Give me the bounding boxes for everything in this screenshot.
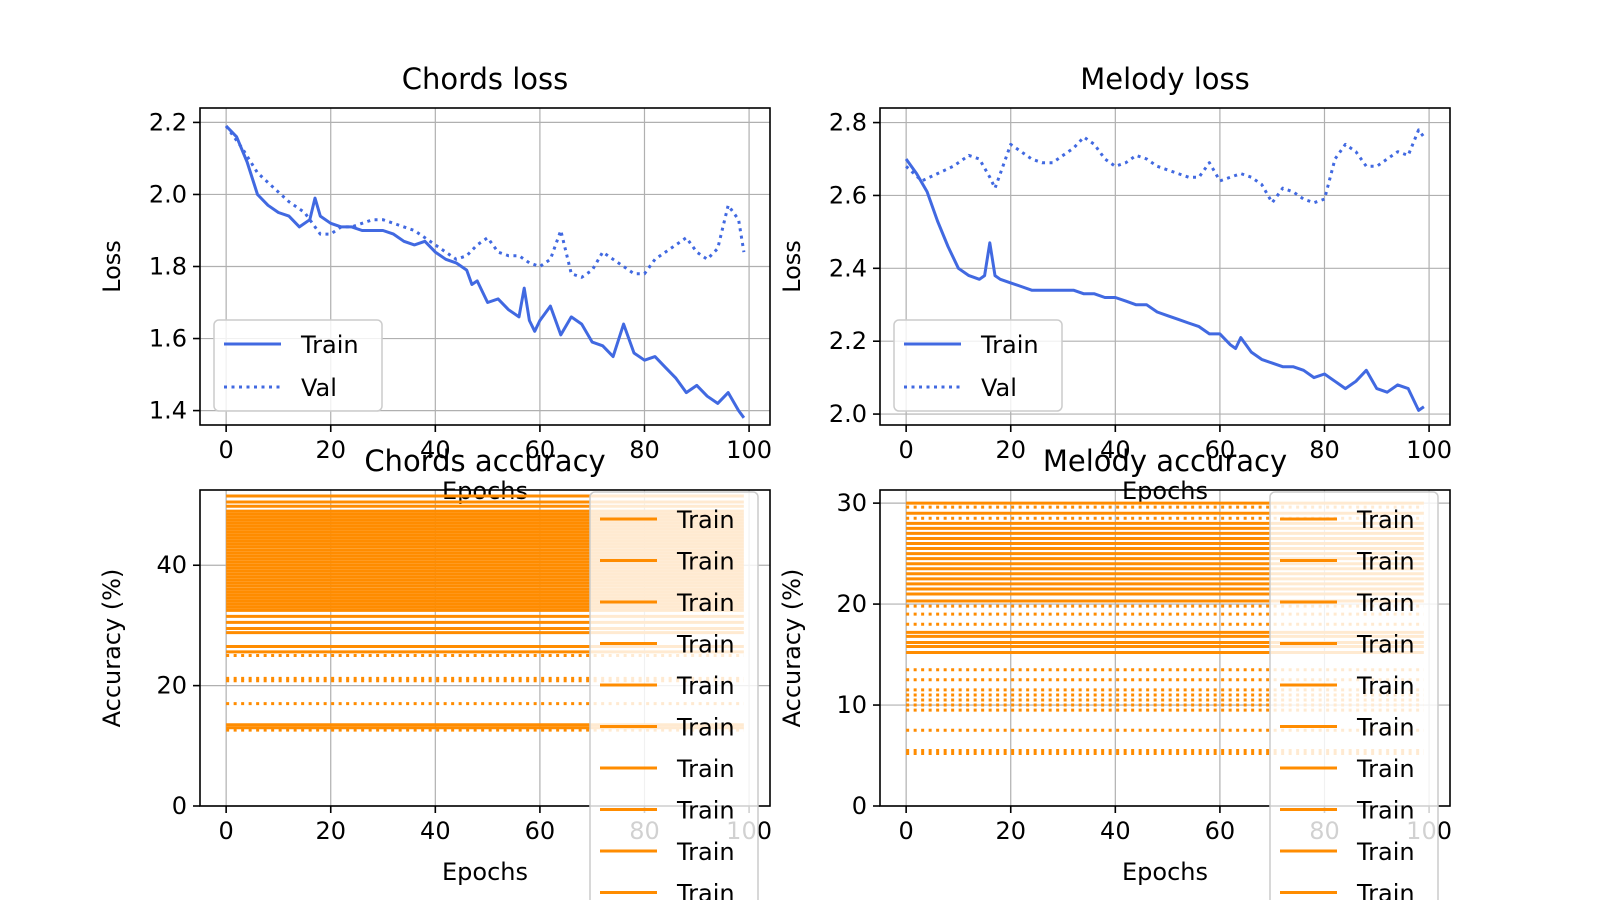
y-axis-label: Accuracy (%): [778, 569, 806, 728]
legend-box: [589, 491, 759, 900]
axes-frame: [879, 107, 1451, 426]
legend: Train Val: [893, 319, 1063, 412]
chart-panel-1: 0 20 40 60 80 100 1.4 1.6 1.8 2.0 2.2 Epochs Loss Cho…: [98, 62, 772, 505]
legend-label: Train: [300, 331, 359, 359]
y-tick-label: 20: [156, 672, 187, 700]
x-tick-label: 80: [629, 436, 660, 464]
legend-label: Train: [1356, 589, 1415, 617]
x-tick-label: 100: [1406, 436, 1452, 464]
y-axis-label: Accuracy (%): [98, 569, 126, 728]
x-tick-label: 20: [995, 436, 1026, 464]
y-tick-label: 2.2: [149, 108, 187, 136]
x-tick-label: 0: [219, 817, 234, 845]
x-tick-label: 0: [899, 436, 914, 464]
x-axis-label: Epochs: [1122, 858, 1208, 886]
legend-label: Train: [676, 880, 735, 900]
plot-area: [224, 124, 746, 419]
y-tick-label: 10: [836, 691, 867, 719]
y-tick-label: 2.6: [829, 181, 867, 209]
y-tick-label: 2.0: [149, 180, 187, 208]
legend-label: Train: [676, 714, 735, 742]
plot-area: [904, 128, 1426, 412]
legend-label: Train: [1356, 548, 1415, 576]
y-tick-label: 2.4: [829, 254, 867, 282]
legend: Train Train Train Train Train Train Train Train…: [589, 491, 759, 900]
axes-frame: [879, 489, 1451, 807]
x-tick-label: 60: [1205, 817, 1236, 845]
x-axis-label: Epochs: [442, 477, 528, 505]
legend-label: Train: [676, 672, 735, 700]
legend-label: Train: [1356, 797, 1415, 825]
legend-label: Train: [676, 755, 735, 783]
x-tick-label: 40: [420, 436, 451, 464]
x-tick-label: 0: [219, 436, 234, 464]
chart-title: Melody accuracy: [1043, 444, 1287, 478]
y-tick-label: 2.2: [829, 327, 867, 355]
legend-label: Train: [1356, 714, 1415, 742]
series-line-val: [905, 128, 1426, 205]
legend-label: Train: [980, 331, 1039, 359]
series-line-train: [904, 158, 1425, 412]
x-tick-label: 20: [315, 436, 346, 464]
chart-panel-4: 0204060801000102030EpochsAccuracy (%)Mel…: [778, 444, 1452, 900]
chart-panel-3: 02040608010002040EpochsAccuracy (%)Chord…: [98, 444, 772, 900]
legend: Train Val: [213, 319, 383, 412]
legend-label: Train: [1356, 506, 1415, 534]
y-tick-label: 20: [836, 590, 867, 618]
x-tick-label: 0: [899, 817, 914, 845]
y-tick-label: 0: [172, 792, 187, 820]
x-tick-label: 60: [1205, 436, 1236, 464]
legend-label: Train: [1356, 672, 1415, 700]
legend-label: Val: [981, 374, 1017, 402]
legend-label: Val: [301, 374, 337, 402]
legend-box: [1269, 491, 1439, 900]
chart-title: Chords accuracy: [364, 444, 605, 478]
legend-label: Train: [676, 631, 735, 659]
chart-panel-2: 0 20 40 60 80 100 2.0 2.2 2.4 2.6 2.8 Epochs Loss Mel…: [778, 62, 1452, 505]
legend-label: Train: [1356, 880, 1415, 900]
y-tick-label: 0: [852, 792, 867, 820]
x-axis-label: Epochs: [1122, 477, 1208, 505]
legend: Train Train Train Train Train Train Train Train…: [1269, 491, 1439, 900]
legend-label: Train: [1356, 838, 1415, 866]
legend-label: Train: [676, 589, 735, 617]
y-axis-label: Loss: [778, 240, 806, 293]
y-tick-label: 1.8: [149, 253, 187, 281]
x-tick-label: 40: [1100, 817, 1131, 845]
y-tick-label: 30: [836, 489, 867, 517]
x-tick-label: 20: [315, 817, 346, 845]
legend-label: Train: [676, 838, 735, 866]
series-line-train: [225, 124, 746, 419]
legend-label: Train: [1356, 755, 1415, 783]
legend-label: Train: [1356, 631, 1415, 659]
x-tick-label: 40: [420, 817, 451, 845]
y-tick-label: 1.4: [149, 397, 187, 425]
x-tick-label: 60: [525, 436, 556, 464]
x-tick-label: 80: [1309, 436, 1340, 464]
y-tick-label: 1.6: [149, 325, 187, 353]
x-tick-label: 100: [726, 436, 772, 464]
y-tick-label: 2.0: [829, 400, 867, 428]
legend-label: Train: [676, 506, 735, 534]
y-tick-label: 40: [156, 551, 187, 579]
legend-label: Train: [676, 797, 735, 825]
series-line-val: [224, 125, 746, 279]
x-tick-label: 40: [1100, 436, 1131, 464]
y-axis-label: Loss: [98, 240, 126, 293]
legend-label: Train: [676, 548, 735, 576]
chart-title: Chords loss: [402, 62, 569, 96]
y-tick-label: 2.8: [829, 109, 867, 137]
x-tick-label: 60: [525, 817, 556, 845]
x-axis-label: Epochs: [442, 858, 528, 886]
axes-frame: [199, 489, 771, 807]
chart-title: Melody loss: [1080, 62, 1249, 96]
x-tick-label: 20: [995, 817, 1026, 845]
